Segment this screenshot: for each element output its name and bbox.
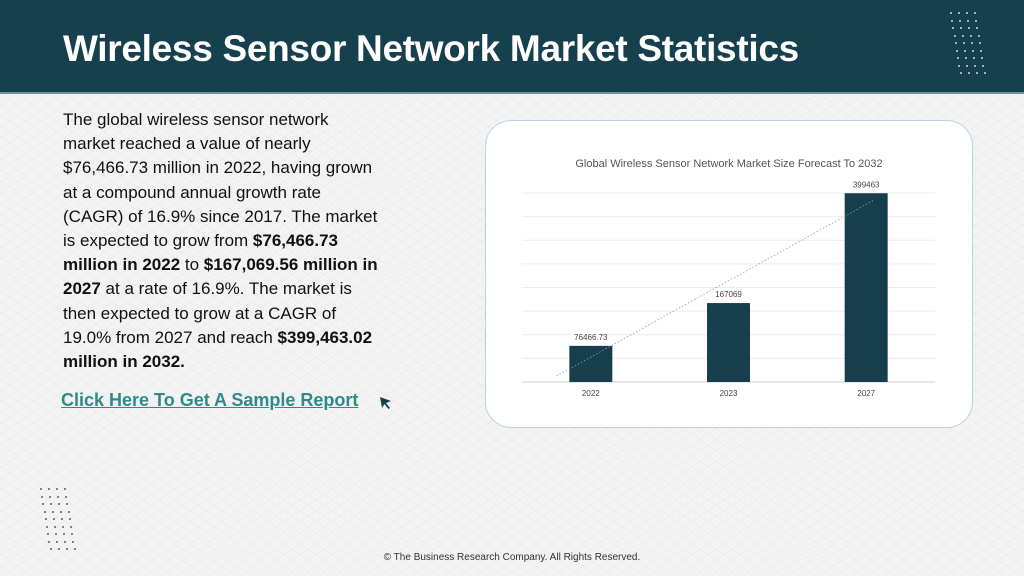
chart-card: Global Wireless Sensor Network Market Si…: [485, 120, 973, 428]
chart-title: Global Wireless Sensor Network Market Si…: [575, 158, 883, 170]
intro-text-3: at a rate of 16.9%. The market is then e…: [63, 279, 352, 347]
cursor-arrow-icon: [380, 397, 391, 409]
page-title: Wireless Sensor Network Market Statistic…: [63, 28, 799, 69]
sample-report-link[interactable]: Click Here To Get A Sample Report: [61, 390, 359, 410]
x-tick-label: 2022: [582, 389, 600, 398]
intro-paragraph: The global wireless sensor network marke…: [63, 108, 383, 374]
bar: [569, 345, 613, 382]
bar: [707, 303, 750, 382]
x-tick-label: 2023: [720, 389, 738, 398]
data-label: 399463: [853, 180, 880, 189]
footer-copyright: © The Business Research Company. All Rig…: [383, 552, 641, 563]
intro-bold-2032: $399,463.02 million in 2032.: [63, 327, 373, 372]
x-tick-label: 2027: [857, 389, 875, 398]
header-bar: Wireless Sensor Network Market Statistic…: [0, 0, 1024, 94]
data-label: 167069: [715, 290, 742, 299]
trend-line: [556, 200, 874, 377]
intro-text-1: The global wireless sensor network marke…: [63, 110, 378, 251]
intro-bold-2022: $76,466.73 million in 2022: [63, 231, 339, 275]
intro-text-2: to: [180, 255, 204, 275]
bar-chart: 76466.73 2022 167069 2023 399463 2027: [522, 180, 935, 398]
intro-bold-2027: $167,069.56 million in 2027: [63, 255, 378, 299]
bar: [844, 193, 888, 382]
data-label: 76466.73: [574, 333, 608, 342]
